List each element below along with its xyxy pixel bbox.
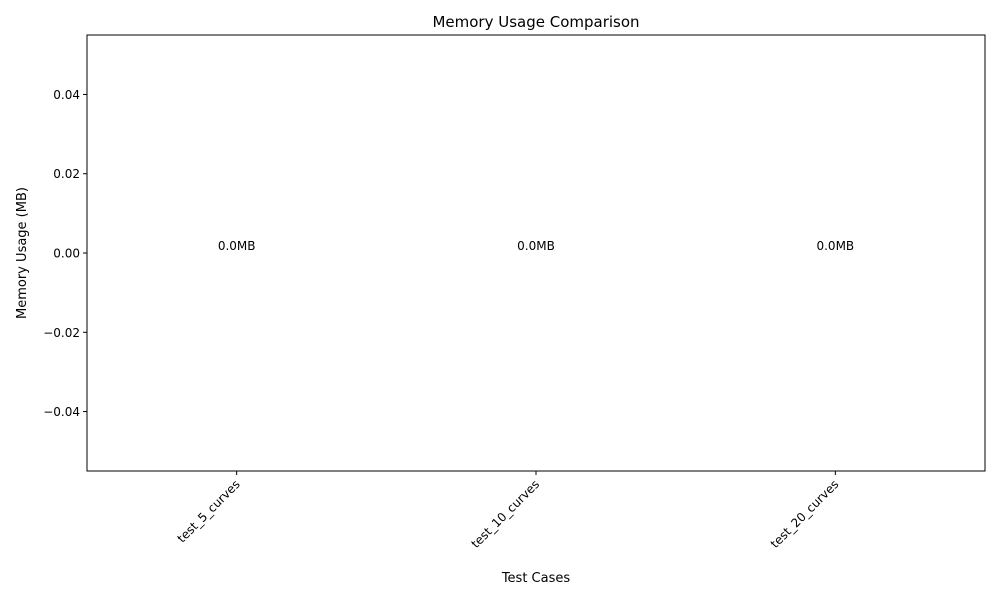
data-label: 0.0MB (816, 239, 854, 253)
data-labels: 0.0MB 0.0MB 0.0MB (218, 239, 854, 253)
y-tick-label: −0.02 (43, 326, 80, 340)
y-axis: −0.04 −0.02 0.00 0.02 0.04 (43, 88, 87, 419)
y-tick-label: 0.00 (53, 247, 80, 261)
data-label: 0.0MB (517, 239, 555, 253)
y-tick-label: 0.02 (53, 167, 80, 181)
data-label: 0.0MB (218, 239, 256, 253)
chart-title: Memory Usage Comparison (432, 13, 639, 31)
y-axis-label: Memory Usage (MB) (15, 187, 30, 319)
plot-area-frame (86, 34, 986, 472)
y-tick-label: 0.04 (53, 88, 80, 102)
y-tick-label: −0.04 (43, 405, 80, 419)
x-axis-label: Test Cases (501, 571, 571, 586)
